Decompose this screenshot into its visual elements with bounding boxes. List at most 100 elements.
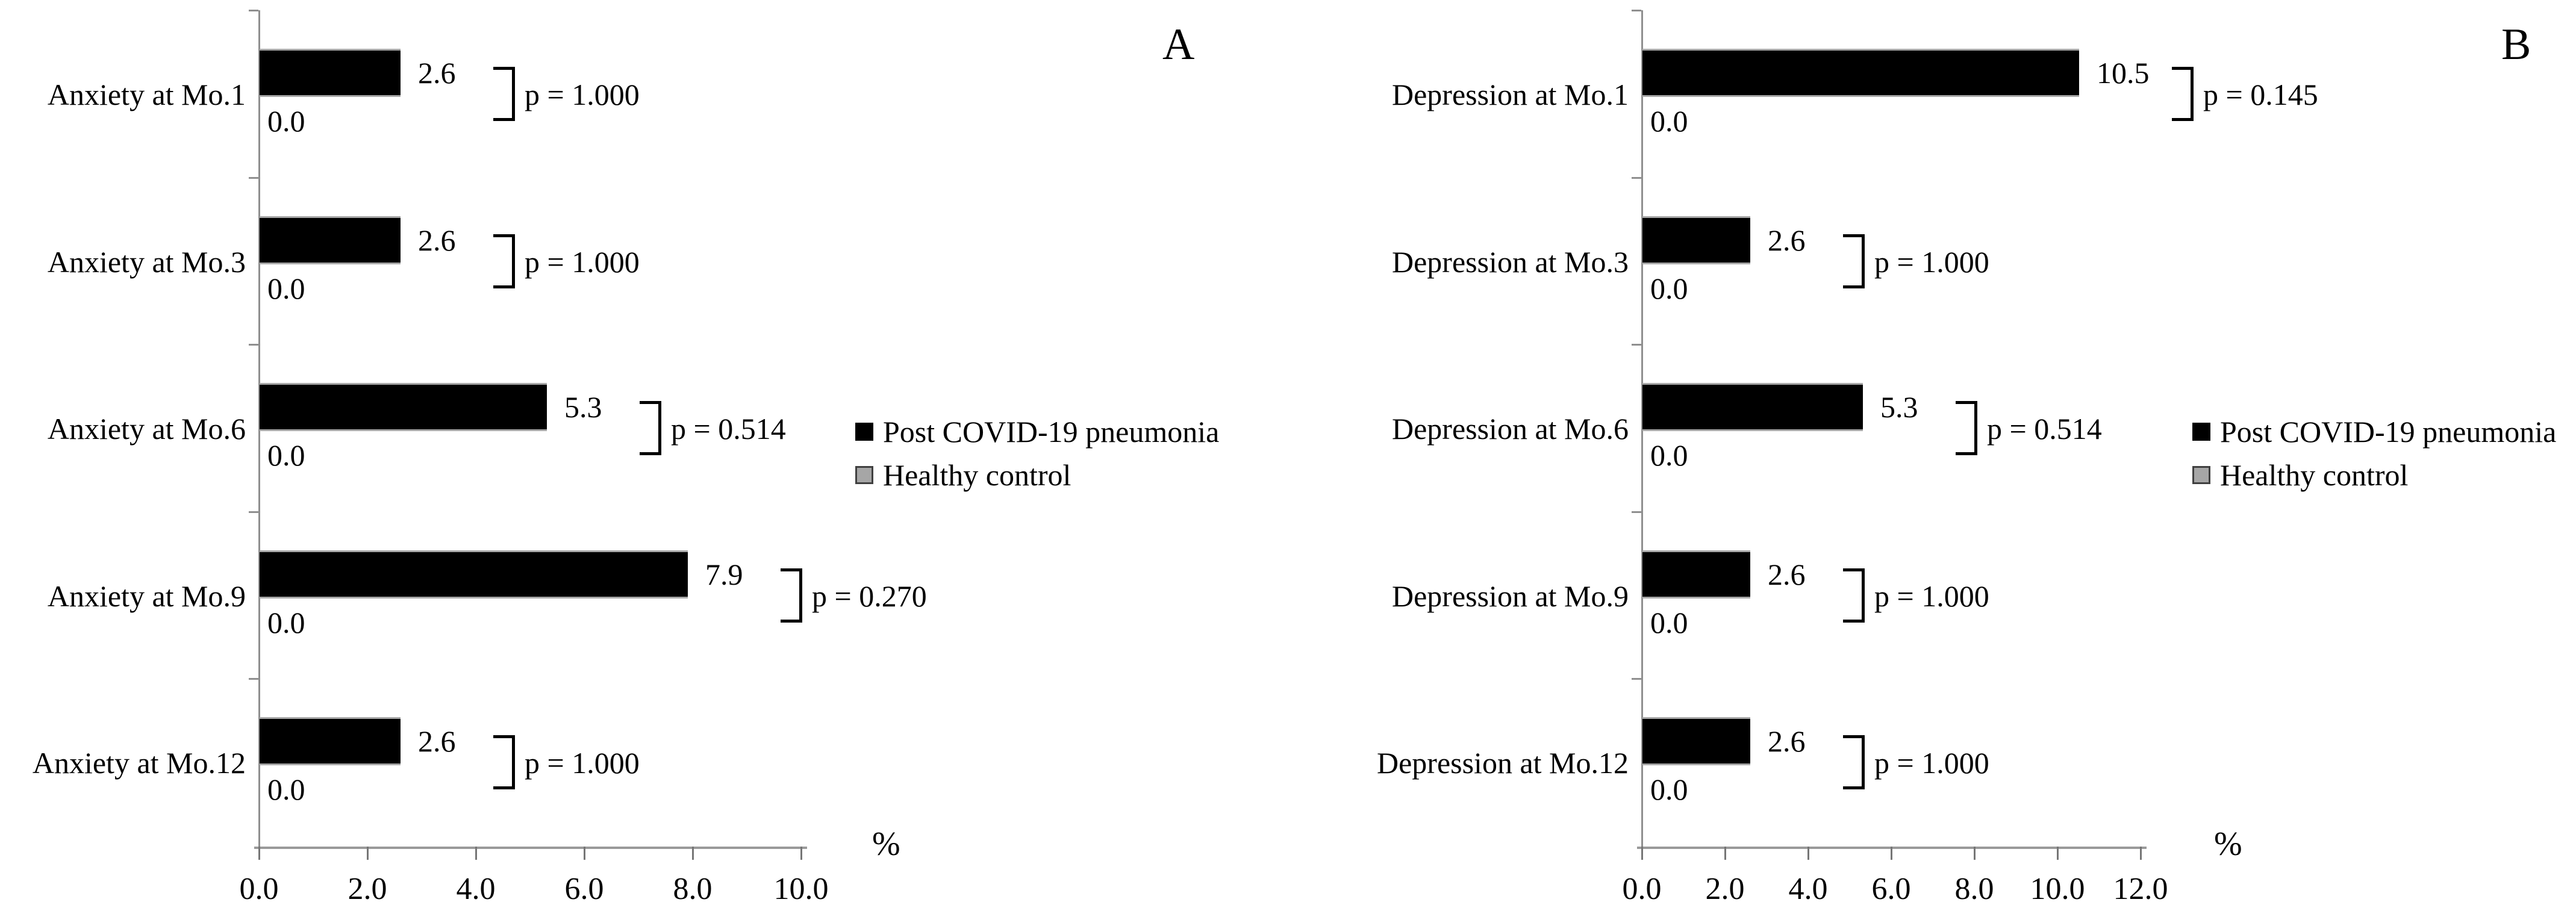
legend-item-healthy-control: Healthy control [855,456,1071,494]
x-axis-tick-label: 6.0 [564,872,604,906]
y-axis-tick [1632,344,1641,346]
p-value-label: p = 1.000 [1874,579,1989,613]
x-axis-tick [584,847,585,860]
bar-value-label: 5.3 [564,390,602,424]
bar-value-label: 2.6 [1768,558,1806,591]
healthy-control-value-label: 0.0 [1650,438,1688,472]
category-label: Anxiety at Mo.12 [32,746,246,780]
x-axis-tick-label: 10.0 [2030,872,2085,906]
y-axis-line [1641,10,1643,860]
category-label: Depression at Mo.6 [1392,412,1629,446]
x-axis-tick-label: 0.0 [239,872,279,906]
legend-label-post-covid: Post COVID-19 pneumonia [883,415,1220,449]
x-axis-tick [800,847,802,860]
category-label: Depression at Mo.9 [1392,579,1629,613]
y-axis-tick [249,344,258,346]
x-axis-tick [1974,847,1976,860]
x-axis-tick [258,847,260,860]
p-value-label: p = 1.000 [525,78,640,111]
p-value-bracket [1843,568,1865,623]
x-axis-unit-label-panel-b: % [2214,825,2242,863]
legend-swatch-healthy-control-icon [855,466,873,484]
x-axis-tick-label: 0.0 [1622,872,1662,906]
category-label: Depression at Mo.1 [1392,78,1629,111]
x-axis-tick [2140,847,2142,860]
bar-value-label: 10.5 [2097,56,2150,90]
y-axis-tick [1632,10,1641,11]
p-value-bracket [1843,735,1865,789]
p-value-bracket [493,735,515,789]
x-axis-tick-label: 4.0 [1788,872,1828,906]
healthy-control-value-label: 0.0 [267,104,305,138]
x-axis-tick [1807,847,1809,860]
x-axis-tick [1641,847,1643,860]
bar-value-label: 2.6 [418,724,456,758]
legend-item-post-covid: Post COVID-19 pneumonia [2192,412,2556,451]
y-axis-tick [249,511,258,513]
bar-post-covid [1642,717,1750,765]
p-value-bracket [781,568,802,623]
bar-post-covid [260,550,688,598]
y-axis-tick [1632,177,1641,179]
bar-post-covid [1642,550,1750,598]
x-axis-line [254,847,807,849]
x-axis-tick [692,847,694,860]
p-value-label: p = 1.000 [525,245,640,279]
legend-item-post-covid: Post COVID-19 pneumonia [855,412,1219,451]
bar-post-covid [260,216,401,264]
bar-value-label: 7.9 [705,558,743,591]
p-value-bracket [2172,67,2194,121]
x-axis-tick [2057,847,2059,860]
p-value-bracket [640,401,661,455]
x-axis-tick [1724,847,1726,860]
p-value-label: p = 1.000 [1874,746,1989,780]
category-label: Anxiety at Mo.3 [47,245,246,279]
y-axis-line [258,10,260,860]
healthy-control-value-label: 0.0 [1650,272,1688,305]
p-value-label: p = 0.514 [1987,412,2102,446]
bar-value-label: 2.6 [1768,724,1806,758]
x-axis-tick-label: 4.0 [456,872,496,906]
bar-post-covid [1642,216,1750,264]
p-value-label: p = 0.145 [2203,78,2318,111]
category-label: Anxiety at Mo.6 [47,412,246,446]
y-axis-tick [249,678,258,680]
bar-value-label: 5.3 [1880,390,1918,424]
p-value-bracket [493,67,515,121]
healthy-control-value-label: 0.0 [267,606,305,639]
panel-b-letter: B [2501,20,2531,69]
legend-label-post-covid: Post COVID-19 pneumonia [2220,415,2557,449]
legend-item-healthy-control: Healthy control [2192,456,2408,494]
x-axis-unit-label-panel-a: % [872,825,900,863]
x-axis-tick-label: 8.0 [1954,872,1994,906]
x-axis-tick-label: 12.0 [2113,872,2168,906]
p-value-label: p = 1.000 [525,746,640,780]
healthy-control-value-label: 0.0 [1650,104,1688,138]
legend-label-healthy-control: Healthy control [2220,458,2409,492]
y-axis-tick [1632,678,1641,680]
x-axis-tick [1891,847,1892,860]
x-axis-tick-label: 6.0 [1871,872,1911,906]
category-label: Depression at Mo.12 [1377,746,1629,780]
p-value-label: p = 0.270 [812,579,927,613]
legend-swatch-post-covid-icon [2192,423,2210,441]
legend-panel-b: Post COVID-19 pneumonia Healthy control [2192,412,2576,503]
p-value-bracket [493,234,515,288]
category-label: Anxiety at Mo.9 [47,579,246,613]
bar-value-label: 2.6 [418,223,456,257]
bar-post-covid [260,383,547,431]
y-axis-tick [249,177,258,179]
y-axis-tick [249,10,258,11]
bar-post-covid [1642,383,1863,431]
bar-post-covid [1642,49,2079,97]
bar-value-label: 2.6 [418,56,456,90]
bar-post-covid [260,717,401,765]
healthy-control-value-label: 0.0 [267,773,305,806]
x-axis-tick-label: 10.0 [773,872,829,906]
category-label: Depression at Mo.3 [1392,245,1629,279]
category-label: Anxiety at Mo.1 [47,78,246,111]
p-value-bracket [1956,401,1977,455]
legend-swatch-healthy-control-icon [2192,466,2210,484]
x-axis-tick-label: 2.0 [1705,872,1745,906]
